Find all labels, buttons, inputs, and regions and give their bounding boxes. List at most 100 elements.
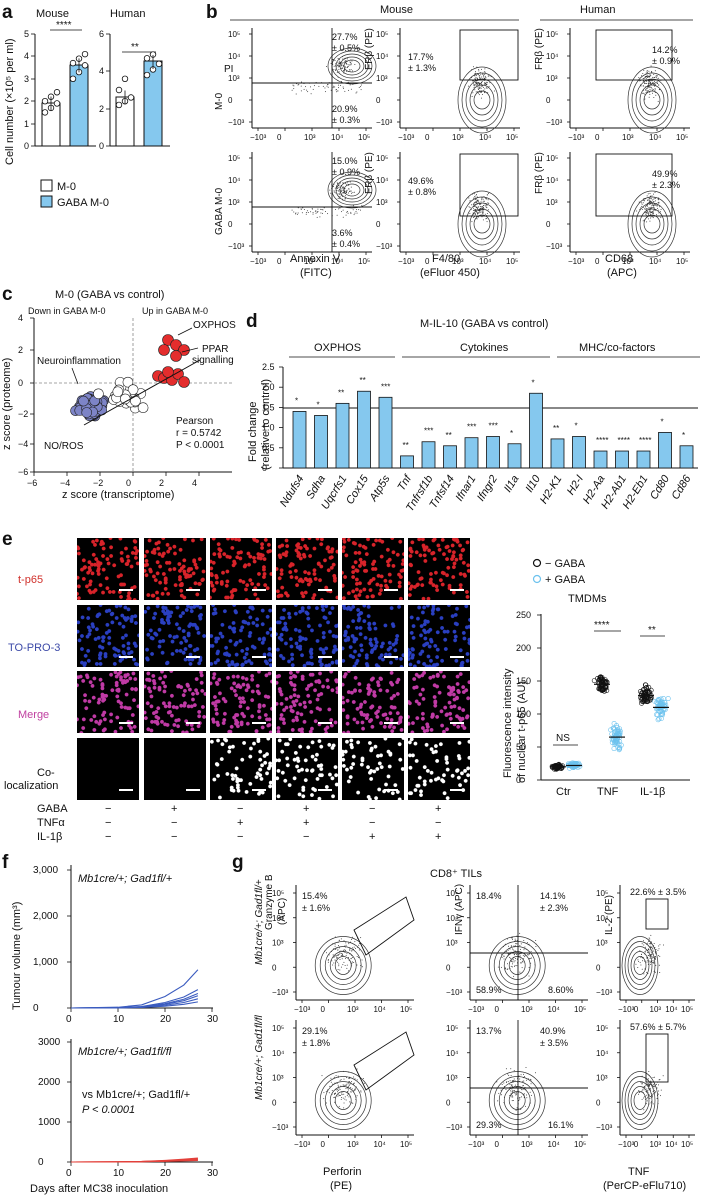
treat-sign: − [237,803,243,815]
svg-text:150: 150 [516,676,531,686]
scale-bar [384,722,398,724]
svg-text:0: 0 [262,463,267,473]
xtick: 10⁵ [358,257,370,266]
panel-label-c: c [2,284,13,305]
svg-text:10⁵: 10⁵ [400,1005,412,1014]
xtick: 10⁵ [676,133,688,142]
scale-bar [450,789,464,791]
svg-text:10⁴: 10⁴ [446,914,459,923]
svg-text:± 0.8%: ± 0.8% [408,187,436,197]
svg-text:10⁵: 10⁵ [446,889,458,898]
svg-text:13.7%: 13.7% [476,1026,502,1036]
panel-e-legend-plus: + GABA [545,574,586,586]
panel-e-cat-ctr: Ctr [556,786,571,798]
panel-d-group-oxphos: OXPHOS [314,342,361,354]
panel-g-row1-label: Mb1cre/+; Gad1fl/+ [254,879,265,965]
panel-e-plot-title: TMDMs [568,593,607,605]
panel-b-col1-xunit: (FITC) [300,267,332,279]
bar-sig: ** [338,388,344,397]
svg-text:10⁵: 10⁵ [681,1005,693,1014]
svg-text:−10³: −10³ [618,1140,635,1149]
treat-sign: − [237,831,243,843]
data-point [115,86,123,94]
bar-sig: * [317,400,320,409]
panel-a-human-sig: ** [131,42,139,53]
svg-text:5: 5 [24,29,29,39]
svg-text:4: 4 [99,66,104,76]
svg-text:30: 30 [207,1168,219,1179]
svg-text:10⁵: 10⁵ [400,1140,412,1149]
legend-swatch-gaba [40,195,53,208]
svg-text:10⁴: 10⁴ [596,914,609,923]
ytick: 10⁴ [228,176,241,185]
panel-a-mouse-yticks: 0 1 2 3 4 5 [24,29,35,151]
bar-label: Cox15 [344,472,371,506]
panel-e-points [549,674,671,772]
bar-label: Atp5s [367,473,393,504]
svg-text:10³: 10³ [521,1140,533,1149]
panel-c-scatter-points [70,334,190,422]
bar [357,390,371,469]
svg-text:2000: 2000 [38,1077,61,1088]
svg-text:0: 0 [596,1098,601,1107]
bar-sig: **** [596,436,608,445]
bar-sig: *** [381,382,390,391]
panel-label-b: b [206,2,218,23]
svg-text:0: 0 [66,1014,72,1025]
svg-text:49.6%: 49.6% [408,176,434,186]
svg-text:10⁴: 10⁴ [596,1049,609,1058]
svg-text:29.1%: 29.1% [302,1026,328,1036]
treat-sign: + [171,803,177,815]
svg-text:10³: 10³ [650,1005,662,1014]
scale-bar [119,722,133,724]
scale-bar [186,589,200,591]
xtick: −10³ [250,257,267,266]
svg-text:10⁵: 10⁵ [574,1140,586,1149]
treat-sign: + [303,803,309,815]
xtick: −10³ [398,133,415,142]
panel-e-treat-gaba: GABA [37,803,68,815]
ytick: 10⁵ [376,30,388,39]
svg-text:0: 0 [321,1005,326,1014]
panel-b-row-label-gaba: GABA M-0 [214,187,225,235]
panel-e-row-tp65: t-p65 [18,574,43,586]
svg-text:0: 0 [38,1157,44,1168]
xtick: 10⁵ [358,133,370,142]
xtick: 0 [595,257,600,266]
svg-text:0: 0 [272,963,277,972]
xtick: 0 [277,133,282,142]
scale-bar [252,589,266,591]
bar [658,432,672,469]
bar [615,450,629,469]
ytick: 10³ [228,198,240,207]
panel-b-pi-label: PI [224,64,233,75]
bar-sig: * [575,421,578,430]
scale-bar [119,789,133,791]
scale-bar [119,589,133,591]
data-point [143,55,151,62]
scale-bar [186,789,200,791]
bar-sig: **** [618,436,630,445]
ytick: 10³ [546,198,558,207]
bar-label: Ifnar1 [453,473,478,503]
svg-text:0: 0 [516,775,521,785]
ytick: −10³ [376,118,393,127]
panel-label-f: f [2,852,9,873]
panel-c-stat0: Pearson [176,416,213,427]
bar-sig: ** [553,424,559,433]
treat-sign: − [105,803,111,815]
svg-text:2,000: 2,000 [33,911,58,922]
svg-text:± 0.4%: ± 0.4% [332,239,360,249]
panel-g-col2-ylabel: IFNγ (APC) [454,884,465,935]
svg-text:0: 0 [99,141,104,151]
data-point [41,97,49,105]
svg-text:0: 0 [66,1168,72,1179]
svg-text:0: 0 [24,141,29,151]
panel-b-col3-xlabel: CD68 [605,253,633,265]
svg-text:10⁵: 10⁵ [681,1140,693,1149]
ytick: −10³ [228,242,245,251]
svg-text:100: 100 [516,709,531,719]
panel-e-row-coloc1: Co- [37,767,55,779]
panel-e-row-merge: Merge [18,709,49,721]
